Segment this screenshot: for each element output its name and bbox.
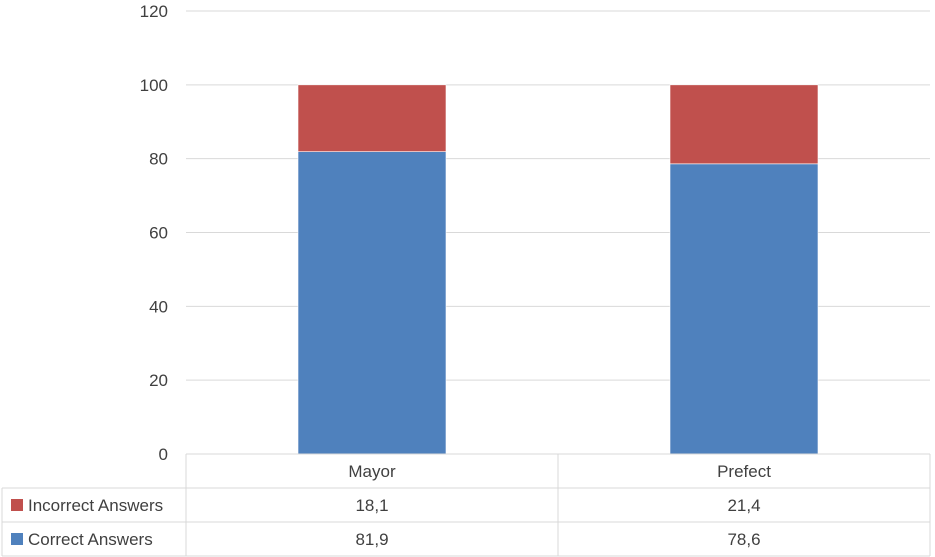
- data-table: Mayor Prefect Incorrect Answers 18,1 21,4 Cor…: [1, 453, 931, 557]
- bars: [297, 84, 819, 455]
- legend-label-incorrect-answers: Incorrect Answers: [28, 496, 163, 515]
- category-label-prefect: Prefect: [717, 462, 771, 481]
- gridlines: [186, 10, 930, 381]
- data-label-mayor-correct-answers: 81,9: [355, 530, 388, 549]
- bar-mayor-incorrect: [297, 84, 447, 152]
- y-tick-label-0: 0: [159, 445, 168, 464]
- y-tick-label-100: 100: [140, 76, 168, 95]
- y-tick-label-20: 20: [149, 371, 168, 390]
- legend-key-correct-answers: [11, 533, 23, 545]
- data-label-prefect-correct-answers: 78,6: [727, 530, 760, 549]
- y-tick-label-120: 120: [140, 2, 168, 21]
- y-tick-label-60: 60: [149, 224, 168, 243]
- legend-label-correct-answers: Correct Answers: [28, 530, 153, 549]
- bar-prefect-incorrect: [669, 84, 819, 165]
- y-tick-label-80: 80: [149, 150, 168, 169]
- category-label-mayor: Mayor: [348, 462, 396, 481]
- bar-prefect-correct: [669, 163, 819, 455]
- y-tick-label-40: 40: [149, 297, 168, 316]
- data-label-prefect-incorrect-answers: 21,4: [727, 496, 760, 515]
- y-axis-tick-labels: 0 20 40 60 80 100 120: [140, 2, 168, 464]
- legend-key-incorrect-answers: [11, 499, 23, 511]
- data-label-mayor-incorrect-answers: 18,1: [355, 496, 388, 515]
- bar-mayor-correct: [297, 151, 447, 455]
